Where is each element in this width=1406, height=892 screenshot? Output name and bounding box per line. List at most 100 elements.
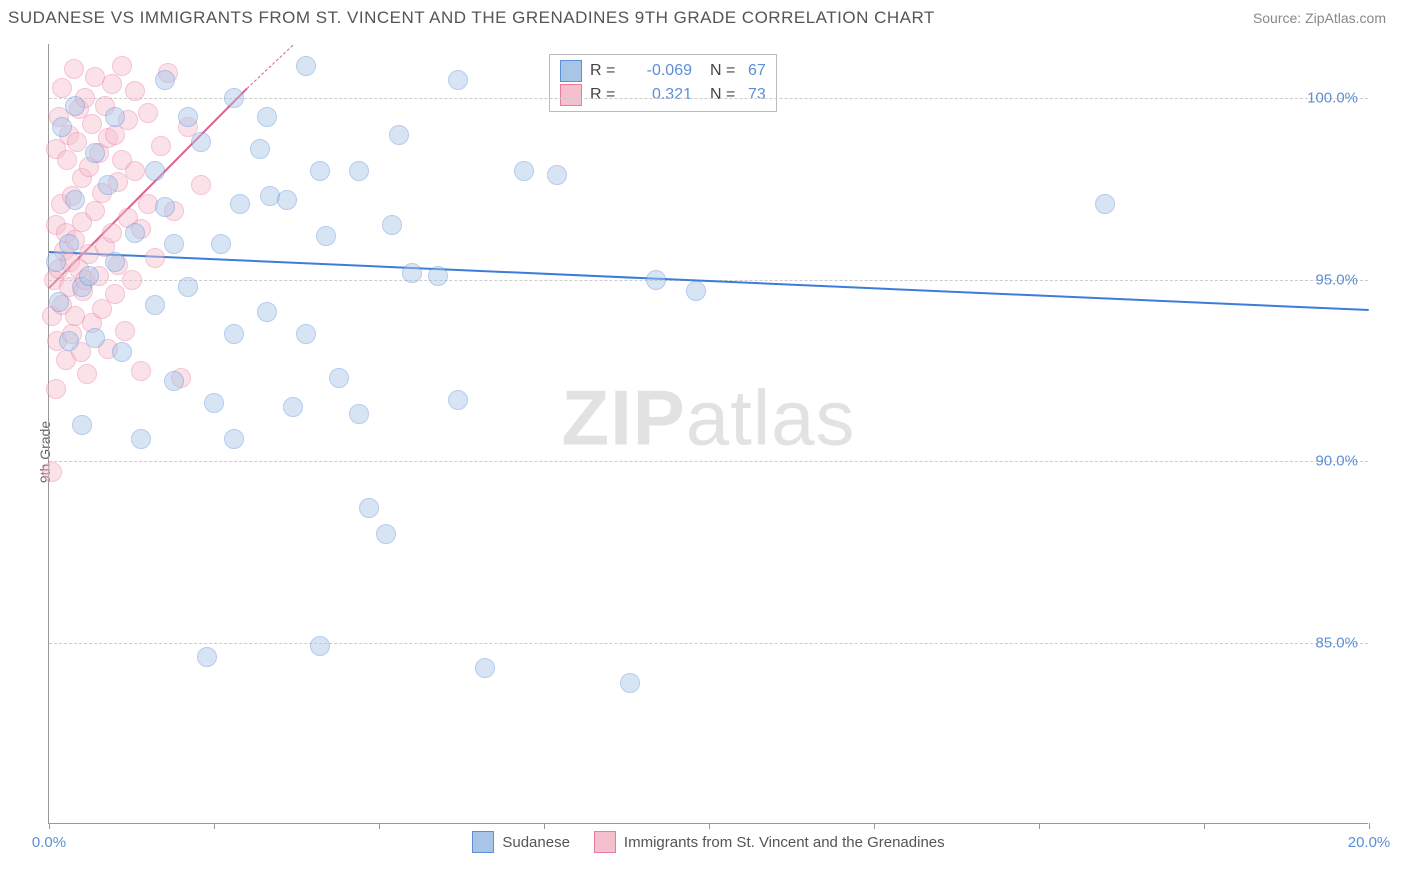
data-point [115, 321, 135, 341]
data-point [102, 74, 122, 94]
data-point [145, 161, 165, 181]
legend-bottom-label-0: Sudanese [502, 834, 570, 851]
data-point [72, 415, 92, 435]
xtick-mark [379, 823, 380, 829]
data-point [151, 136, 171, 156]
legend-item-1: Immigrants from St. Vincent and the Gren… [594, 831, 945, 853]
data-point [105, 252, 125, 272]
data-point [82, 114, 102, 134]
ytick-label: 90.0% [1315, 453, 1358, 470]
data-point [197, 647, 217, 667]
data-point [211, 234, 231, 254]
data-point [64, 59, 84, 79]
data-point [105, 107, 125, 127]
data-point [122, 270, 142, 290]
xtick-label: 0.0% [32, 834, 66, 851]
data-point [65, 96, 85, 116]
chart-header: SUDANESE VS IMMIGRANTS FROM ST. VINCENT … [0, 0, 1406, 32]
data-point [131, 429, 151, 449]
data-point [224, 88, 244, 108]
data-point [65, 190, 85, 210]
data-point [98, 175, 118, 195]
r-label: R = [590, 59, 624, 83]
data-point [296, 56, 316, 76]
data-point [620, 673, 640, 693]
data-point [131, 361, 151, 381]
data-point [52, 117, 72, 137]
data-point [125, 161, 145, 181]
xtick-mark [874, 823, 875, 829]
n-value-1: 73 [748, 83, 766, 107]
data-point [112, 56, 132, 76]
data-point [102, 223, 122, 243]
data-point [67, 132, 87, 152]
watermark-rest: atlas [686, 373, 856, 461]
data-point [359, 498, 379, 518]
regression-line [247, 44, 294, 88]
data-point [296, 324, 316, 344]
grid-h [49, 643, 1368, 644]
series-legend: Sudanese Immigrants from St. Vincent and… [49, 831, 1368, 853]
ytick-label: 100.0% [1307, 90, 1358, 107]
xtick-mark [1369, 823, 1370, 829]
data-point [224, 429, 244, 449]
xtick-label: 20.0% [1348, 834, 1391, 851]
legend-item-0: Sudanese [472, 831, 570, 853]
grid-h [49, 98, 1368, 99]
data-point [46, 252, 66, 272]
data-point [646, 270, 666, 290]
legend-swatch-1 [560, 84, 582, 106]
xtick-mark [214, 823, 215, 829]
data-point [329, 368, 349, 388]
data-point [155, 197, 175, 217]
data-point [224, 324, 244, 344]
data-point [389, 125, 409, 145]
data-point [316, 226, 336, 246]
n-label: N = [710, 83, 740, 107]
data-point [310, 161, 330, 181]
data-point [310, 636, 330, 656]
data-point [514, 161, 534, 181]
data-point [164, 234, 184, 254]
data-point [349, 404, 369, 424]
data-point [85, 143, 105, 163]
data-point [46, 379, 66, 399]
data-point [112, 342, 132, 362]
n-value-0: 67 [748, 59, 766, 83]
data-point [59, 234, 79, 254]
xtick-mark [1204, 823, 1205, 829]
data-point [277, 190, 297, 210]
data-point [57, 150, 77, 170]
data-point [178, 107, 198, 127]
source-label: Source: ZipAtlas.com [1253, 10, 1386, 26]
data-point [204, 393, 224, 413]
data-point [125, 81, 145, 101]
legend-row-1: R = 0.321 N = 73 [560, 83, 766, 107]
data-point [178, 277, 198, 297]
plot-area: ZIPatlas R = -0.069 N = 67 R = 0.321 N =… [48, 44, 1368, 824]
data-point [475, 658, 495, 678]
data-point [79, 266, 99, 286]
data-point [402, 263, 422, 283]
data-point [164, 371, 184, 391]
data-point [155, 70, 175, 90]
correlation-legend: R = -0.069 N = 67 R = 0.321 N = 73 [549, 54, 777, 112]
chart-container: 9th Grade ZIPatlas R = -0.069 N = 67 R =… [0, 32, 1406, 872]
chart-title: SUDANESE VS IMMIGRANTS FROM ST. VINCENT … [8, 8, 935, 28]
data-point [250, 139, 270, 159]
data-point [85, 201, 105, 221]
data-point [257, 302, 277, 322]
legend-bottom-label-1: Immigrants from St. Vincent and the Gren… [624, 834, 945, 851]
data-point [77, 364, 97, 384]
data-point [191, 175, 211, 195]
xtick-mark [49, 823, 50, 829]
watermark: ZIPatlas [561, 372, 855, 463]
data-point [686, 281, 706, 301]
xtick-mark [709, 823, 710, 829]
legend-bottom-swatch-1 [594, 831, 616, 853]
data-point [547, 165, 567, 185]
data-point [448, 70, 468, 90]
watermark-bold: ZIP [561, 373, 685, 461]
data-point [230, 194, 250, 214]
n-label: N = [710, 59, 740, 83]
